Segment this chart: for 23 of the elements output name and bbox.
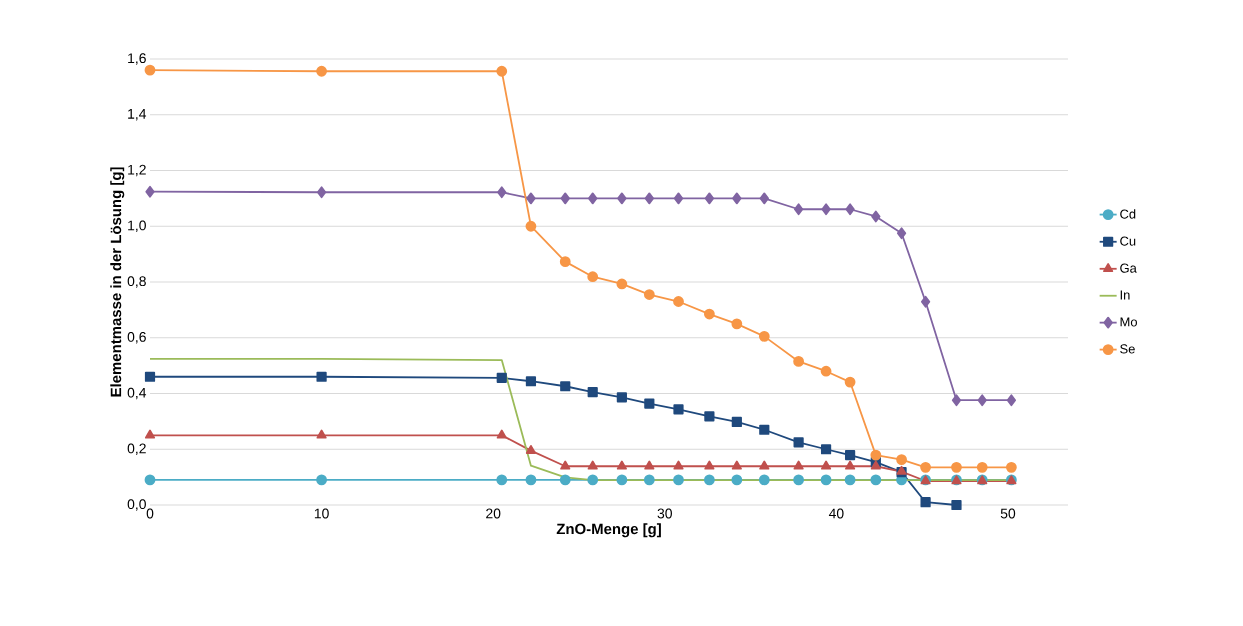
y-tick-label: 0,0 — [127, 499, 146, 511]
y-tick-label: 0,4 — [127, 387, 147, 400]
y-tick-label: 0,8 — [127, 276, 146, 288]
y-tick-label: 1,2 — [128, 164, 146, 177]
x-tick-label: 40 — [828, 508, 844, 519]
legend-label: Cd — [1120, 209, 1136, 219]
x-axis-title: ZnO-Menge [g] — [556, 523, 661, 538]
x-tick-label: 0 — [146, 508, 154, 519]
x-tick-label: 50 — [1000, 508, 1016, 519]
y-tick-label: 0,6 — [127, 331, 146, 344]
y-axis-title: Elementmasse in der Lösung [g] — [110, 167, 125, 397]
x-tick-label: 30 — [657, 508, 672, 519]
legend-label: Ga — [1120, 263, 1137, 273]
legend-label: In — [1120, 290, 1130, 300]
y-tick-label: 1,0 — [128, 220, 146, 233]
legend-label: Mo — [1120, 317, 1137, 327]
legend-label: Cu — [1120, 236, 1136, 246]
x-tick-label: 20 — [486, 508, 501, 519]
x-tick-label: 10 — [314, 508, 329, 519]
y-tick-label: 1,4 — [128, 109, 147, 121]
y-tick-label: 0,2 — [127, 443, 146, 456]
legend-label: Se — [1120, 344, 1135, 354]
y-tick-label: 1,6 — [128, 53, 146, 65]
